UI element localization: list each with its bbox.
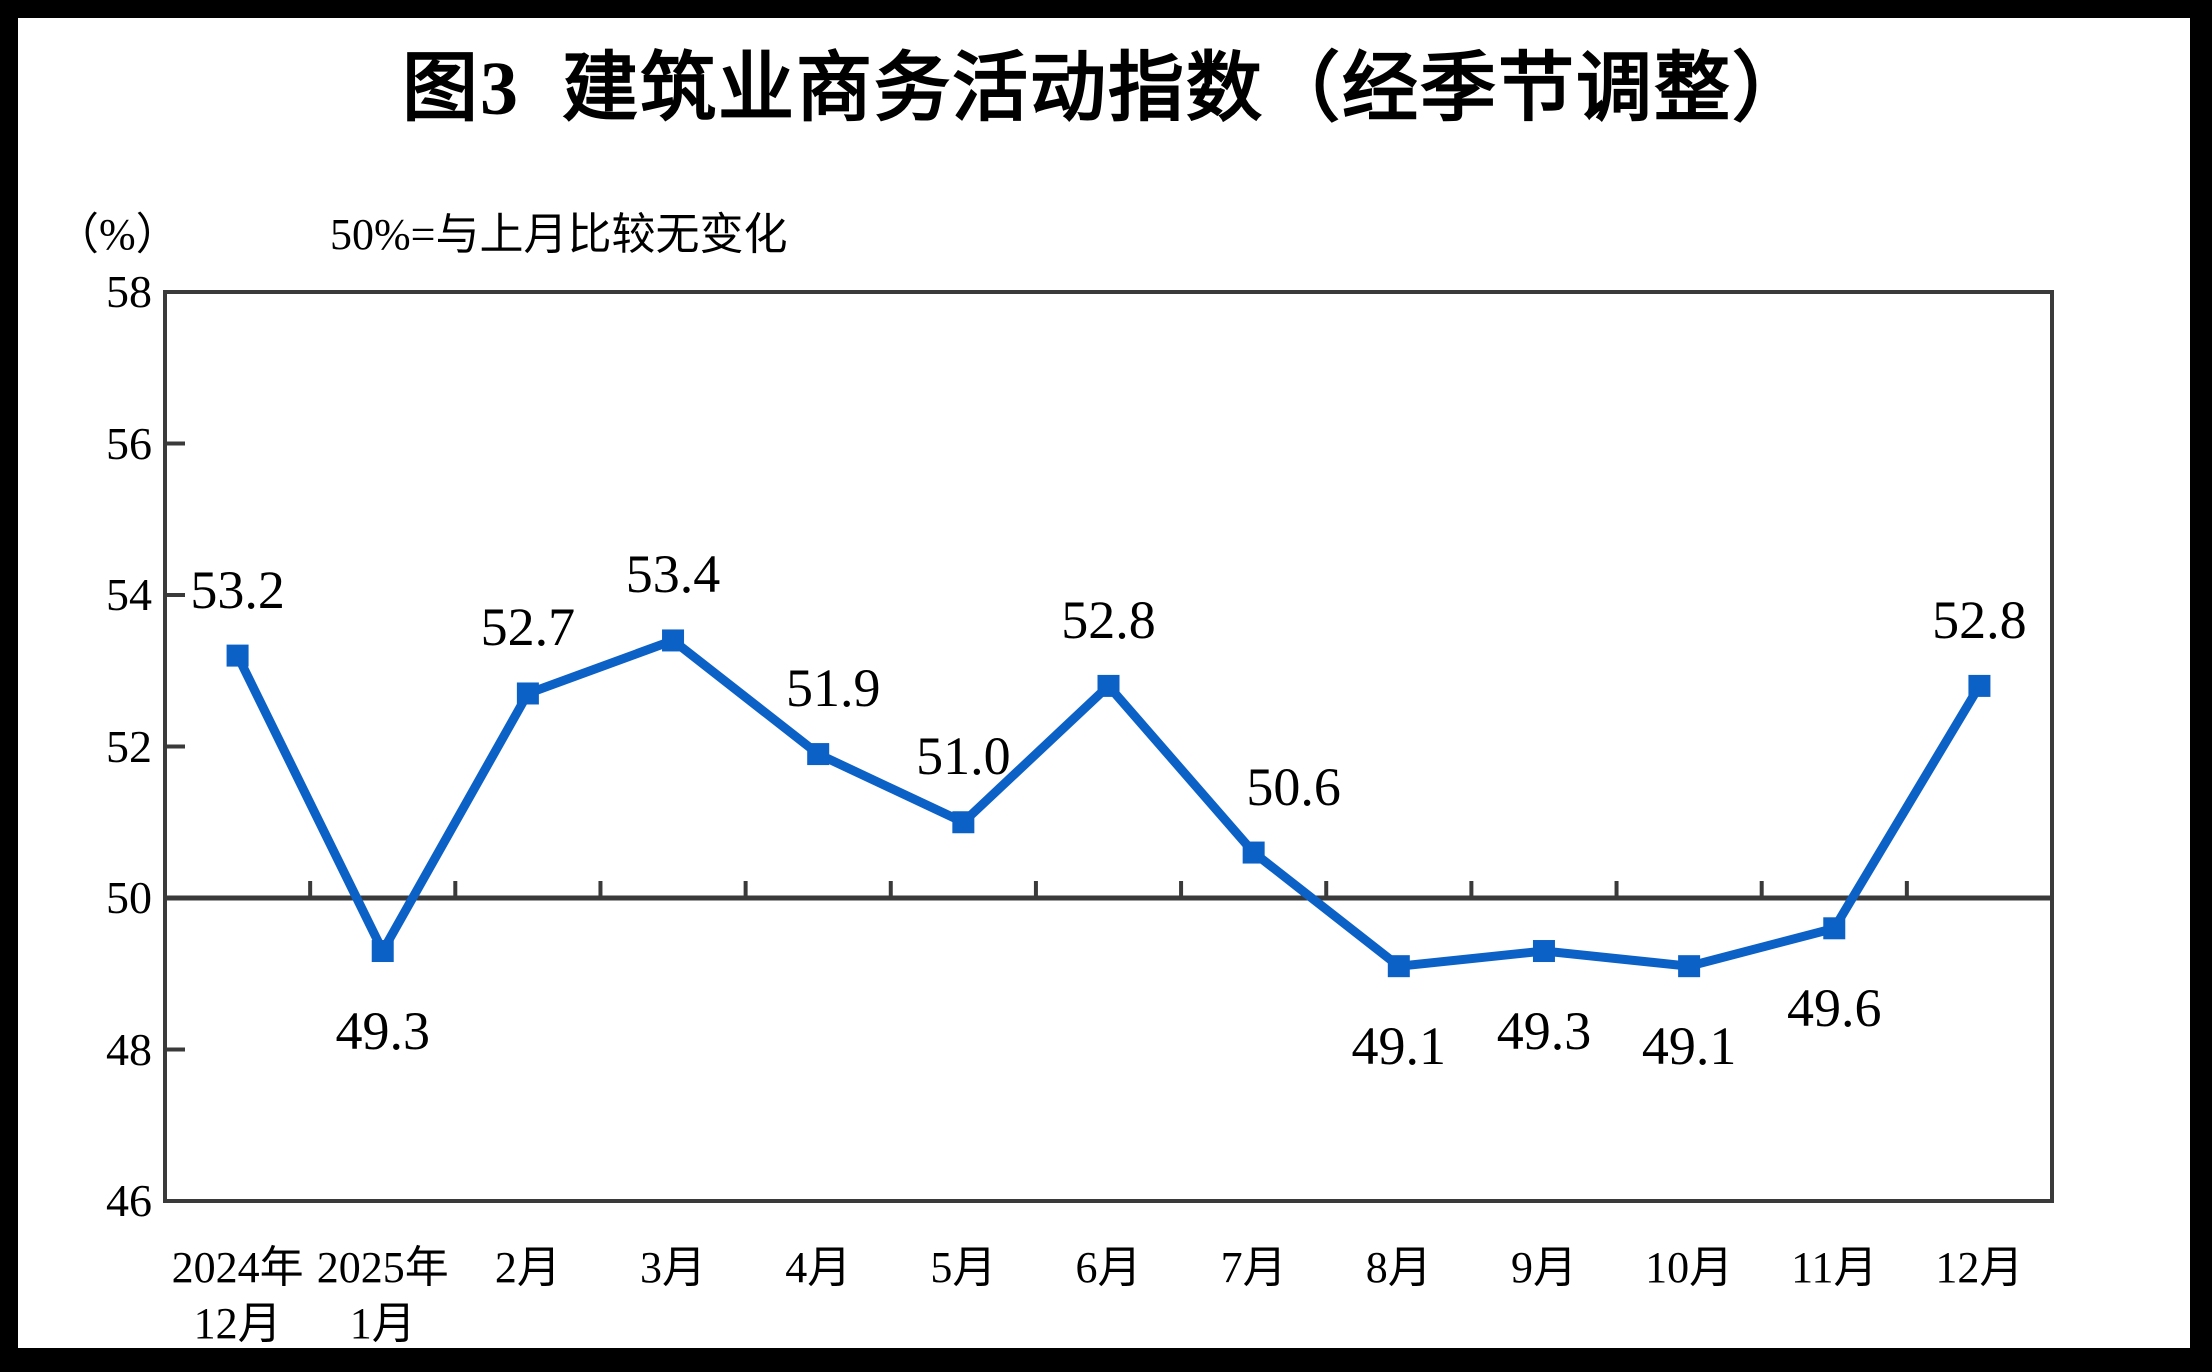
y-axis-tick-label: 48 [106, 1023, 152, 1075]
x-axis-tick-label: 2月 [494, 1243, 561, 1292]
data-marker [1242, 841, 1265, 864]
data-marker [226, 644, 249, 667]
data-point-label: 49.3 [335, 1001, 430, 1062]
data-point-label: 51.0 [916, 726, 1011, 787]
data-point-label: 49.6 [1787, 978, 1882, 1039]
data-marker [952, 811, 975, 834]
data-point-label: 50.6 [1246, 756, 1341, 817]
x-axis-tick-label: 3月 [640, 1243, 707, 1292]
x-axis-tick-label: 6月 [1075, 1243, 1142, 1292]
y-axis-tick-label: 54 [106, 569, 152, 620]
x-axis-tick-label: 4月 [785, 1243, 852, 1292]
data-marker [1823, 917, 1846, 940]
data-marker [1532, 940, 1555, 963]
data-point-label: 51.9 [785, 658, 881, 719]
x-axis-tick-label: 5月 [930, 1243, 997, 1292]
data-point-label: 52.8 [1932, 589, 2027, 650]
data-point-label: 49.3 [1496, 1001, 1592, 1062]
chart-title: 图3 建筑业商务活动指数（经季节调整） [402, 47, 1810, 131]
x-axis-tick-label: 8月 [1365, 1243, 1432, 1292]
data-marker [807, 743, 830, 766]
data-point-label: 49.1 [1641, 1016, 1737, 1077]
y-axis-tick-label: 50 [106, 872, 152, 923]
y-axis-unit-label: （%） [55, 210, 180, 259]
data-marker [1678, 955, 1701, 978]
x-axis-tick-label: 2025年 1月 [316, 1243, 449, 1348]
chart-subtitle: 50%=与上月比较无变化 [330, 210, 788, 259]
x-axis-tick-label: 11月 [1791, 1243, 1878, 1292]
x-axis-tick-label: 2024年 12月 [171, 1243, 304, 1348]
data-point-label: 49.1 [1351, 1016, 1447, 1077]
data-marker [1968, 674, 1991, 697]
x-axis-tick-label: 7月 [1220, 1243, 1287, 1292]
y-axis-tick-label: 58 [106, 266, 152, 317]
data-point-label: 53.2 [190, 559, 285, 620]
data-marker [516, 682, 539, 705]
y-axis-tick-label: 46 [106, 1175, 152, 1226]
y-axis-tick-label: 52 [106, 720, 152, 772]
x-axis-tick-label: 10月 [1645, 1243, 1734, 1292]
x-axis-tick-label: 12月 [1935, 1243, 2024, 1292]
data-marker [1387, 955, 1410, 978]
data-marker [662, 629, 685, 652]
data-marker [1097, 674, 1120, 697]
data-point-label: 52.7 [480, 597, 576, 658]
x-axis-tick-label: 9月 [1510, 1243, 1577, 1292]
data-point-label: 53.4 [625, 544, 721, 605]
y-axis-tick-label: 56 [106, 417, 152, 469]
data-point-label: 52.8 [1061, 589, 1156, 650]
data-marker [371, 940, 394, 963]
